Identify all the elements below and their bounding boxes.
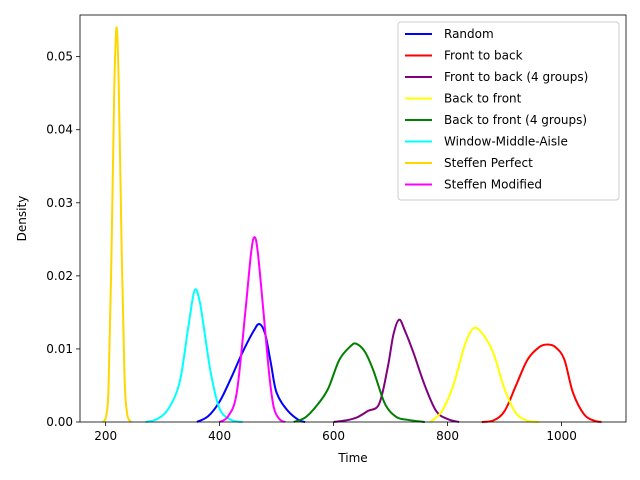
x-axis: 200 400 600 800 1000 [94,422,577,443]
series-line-5 [145,288,243,423]
legend-label: Random [444,27,494,41]
y-axis: 0.00 0.01 0.02 0.03 0.04 0.05 [46,50,80,429]
y-tick-label: 0.05 [46,50,73,64]
legend-label: Steffen Perfect [444,156,533,170]
series-line-2 [333,318,460,423]
y-axis-title: Density [15,196,29,242]
legend-label: Back to front (4 groups) [444,113,587,127]
x-tick-label: 400 [208,429,231,443]
plot-frame [79,14,627,423]
legend-label: Front to back [444,49,523,63]
y-tick-label: 0.03 [46,196,73,210]
legend-label: Back to front [444,92,522,106]
x-tick-label: 1000 [546,429,577,443]
y-tick-label: 0.02 [46,269,73,283]
x-tick-label: 600 [322,429,345,443]
series-line-6 [102,26,133,423]
legend-label: Window-Middle-Aisle [444,135,568,149]
x-tick-label: 200 [94,429,117,443]
x-axis-title: Time [337,451,367,465]
series-line-0 [196,323,306,423]
series-line-1 [481,343,602,423]
legend-box [397,21,620,201]
series-line-7 [219,236,286,423]
y-tick-label: 0.00 [46,415,73,429]
series-line-4 [293,342,425,423]
legend-label: Steffen Modified [444,178,542,192]
legend: Random Front to back Front to back (4 grou… [397,21,620,201]
legend-label: Front to back (4 groups) [444,70,588,84]
y-tick-label: 0.04 [46,123,73,137]
y-tick-label: 0.01 [46,342,73,356]
series-lines [102,26,602,423]
series-line-3 [429,326,539,423]
x-tick-label: 800 [436,429,459,443]
